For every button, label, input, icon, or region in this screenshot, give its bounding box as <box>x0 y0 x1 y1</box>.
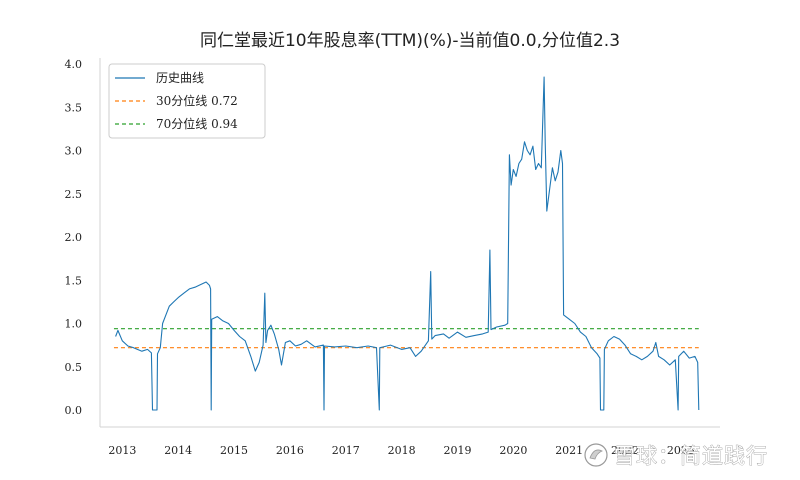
y-tick-labels: 0.0 0.5 1.0 1.5 2.0 2.5 3.0 3.5 4.0 <box>65 58 83 417</box>
watermark-text: 雪球：简道践行 <box>614 444 768 468</box>
x-tick-label: 2018 <box>388 444 416 457</box>
x-tick-label: 2021 <box>555 444 583 457</box>
y-tick-label: 2.0 <box>65 231 83 244</box>
y-tick-label: 0.5 <box>65 361 83 374</box>
legend-box <box>108 63 266 139</box>
snowball-logo-icon <box>584 443 608 467</box>
x-tick-label: 2017 <box>332 444 360 457</box>
legend-label-p30: 30分位线 0.72 <box>156 93 238 108</box>
x-tick-label: 2023 <box>667 444 695 457</box>
y-tick-label: 0.0 <box>65 404 83 417</box>
x-tick-label: 2022 <box>611 444 639 457</box>
legend-label-history: 历史曲线 <box>156 71 204 85</box>
y-tick-label: 1.5 <box>65 274 83 287</box>
axes <box>99 58 720 428</box>
x-tick-labels: 2013 2014 2015 2016 2017 2018 2019 2020 2021 2022… <box>108 444 695 457</box>
legend: 历史曲线 30分位线 0.72 70分位线 0.94 <box>108 63 266 139</box>
x-tick-label: 2020 <box>499 444 527 457</box>
watermark: 雪球：简道践行 <box>584 443 768 468</box>
y-tick-label: 2.5 <box>65 188 83 201</box>
history-line <box>115 76 700 411</box>
history-series <box>115 76 700 411</box>
x-tick-label: 2019 <box>443 444 471 457</box>
x-tick-label: 2013 <box>108 444 136 457</box>
y-tick-label: 3.0 <box>65 145 83 158</box>
y-tick-label: 3.5 <box>65 101 83 114</box>
x-tick-label: 2014 <box>164 444 192 457</box>
y-tick-label: 1.0 <box>65 318 83 331</box>
x-tick-label: 2016 <box>276 444 304 457</box>
legend-label-p70: 70分位线 0.94 <box>156 116 238 131</box>
chart-title: 同仁堂最近10年股息率(TTM)(%)-当前值0.0,分位值2.3 <box>200 31 620 51</box>
y-tick-label: 4.0 <box>65 58 83 71</box>
x-tick-label: 2015 <box>220 444 248 457</box>
